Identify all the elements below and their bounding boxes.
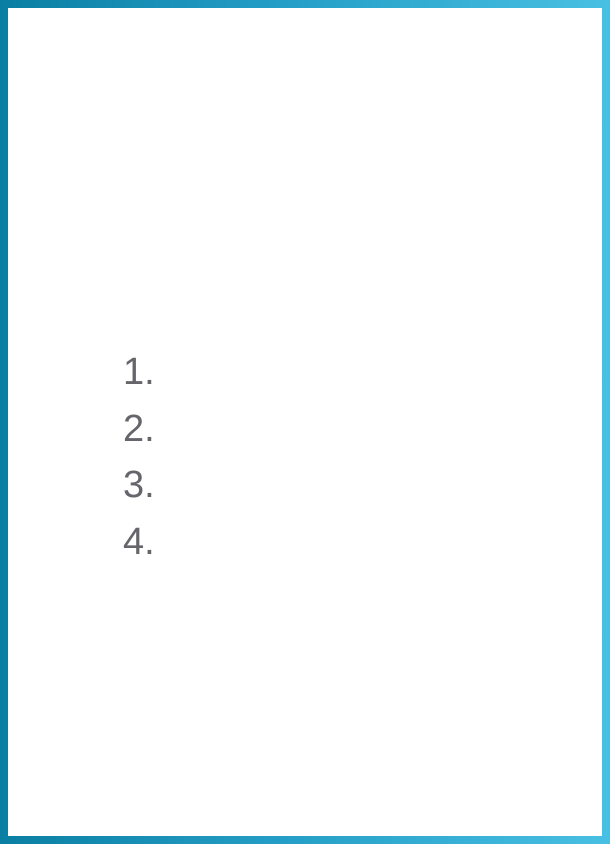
list-item: 1.	[123, 344, 155, 401]
list-number: 3.	[123, 464, 155, 506]
page-content: 1. 2. 3. 4.	[8, 8, 602, 836]
list-item: 2.	[123, 401, 155, 458]
list-item: 3.	[123, 457, 155, 514]
list-item: 4.	[123, 514, 155, 571]
list-number: 2.	[123, 407, 155, 450]
list-number: 4.	[123, 520, 155, 563]
list-number: 1.	[123, 351, 155, 393]
numbered-list: 1. 2. 3. 4.	[123, 344, 155, 570]
